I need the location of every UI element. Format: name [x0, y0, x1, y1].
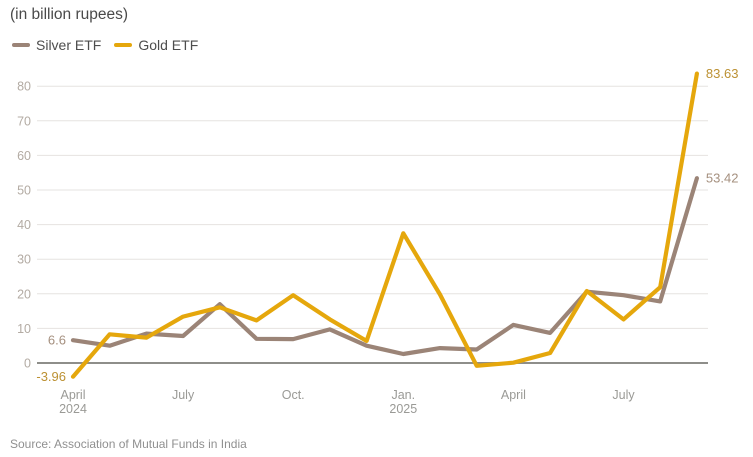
y-tick-label: 50 — [17, 184, 31, 198]
gold-etf-line — [70, 71, 700, 379]
y-tick-label: 10 — [17, 322, 31, 336]
y-tick-label: 70 — [17, 114, 31, 128]
legend-item-silver-etf: Silver ETF — [12, 37, 101, 53]
silver-line-swatch — [12, 43, 30, 47]
y-tick-label: 60 — [17, 149, 31, 163]
y-tick-label: 40 — [17, 218, 31, 232]
y-tick-label: 0 — [24, 357, 31, 371]
gold-line-swatch — [114, 43, 133, 47]
value-annotation: 83.63 — [706, 66, 739, 81]
chart-legend: Silver ETF Gold ETF — [12, 37, 211, 53]
x-tick-label: April — [60, 388, 85, 402]
legend-item-gold-etf: Gold ETF — [114, 37, 198, 53]
legend-label-gold-etf: Gold ETF — [138, 37, 199, 53]
value-annotation: -3.96 — [36, 369, 66, 384]
legend-label-silver-etf: Silver ETF — [36, 37, 102, 53]
value-annotation: 6.6 — [48, 333, 66, 348]
x-tick-label: 2024 — [59, 402, 87, 416]
chart-title: (in billion rupees) — [10, 6, 129, 23]
x-tick-label: Jan. — [391, 388, 415, 402]
x-tick-label: April — [501, 388, 526, 402]
x-tick-label: Oct. — [282, 388, 305, 402]
y-tick-label: 30 — [17, 253, 31, 267]
y-tick-label: 20 — [17, 287, 31, 301]
y-tick-label: 80 — [17, 80, 31, 94]
value-annotation: 53.42 — [706, 171, 739, 186]
silver-etf-line — [70, 176, 700, 357]
x-tick-label: July — [612, 388, 635, 402]
x-tick-label: 2025 — [389, 402, 417, 416]
source-note: Source: Association of Mutual Funds in I… — [10, 437, 247, 451]
x-tick-label: July — [172, 388, 195, 402]
